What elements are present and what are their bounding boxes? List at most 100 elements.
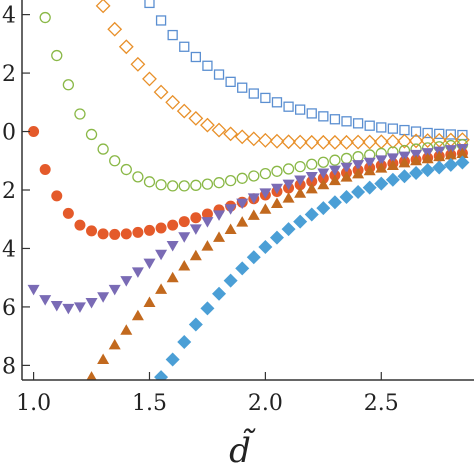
data-point — [248, 88, 259, 99]
data-point — [259, 203, 272, 214]
data-point — [131, 309, 144, 321]
data-point — [387, 123, 399, 134]
data-point — [352, 118, 364, 129]
data-point — [386, 153, 399, 164]
data-point — [259, 188, 272, 199]
data-point — [212, 286, 227, 301]
y-tick-label: 6 — [2, 296, 16, 321]
data-point — [95, 0, 111, 14]
y-tick-label: 4 — [2, 4, 16, 29]
data-point — [386, 159, 399, 170]
data-point — [165, 352, 180, 367]
data-point — [328, 165, 341, 177]
data-point — [340, 171, 353, 182]
data-point — [225, 76, 236, 87]
data-point — [444, 148, 457, 160]
data-point — [340, 152, 353, 165]
data-point — [329, 114, 341, 125]
data-point — [39, 164, 51, 176]
data-point — [143, 224, 155, 236]
x-tick-label: 2.0 — [248, 391, 283, 416]
data-point — [397, 169, 412, 184]
data-point — [190, 212, 202, 224]
data-point — [86, 371, 97, 380]
data-point — [108, 338, 121, 350]
data-point — [455, 155, 470, 170]
data-point — [269, 133, 285, 149]
data-point — [397, 133, 412, 149]
data-point — [167, 180, 179, 192]
data-point — [327, 195, 342, 210]
data-point — [153, 84, 169, 100]
data-point — [165, 94, 181, 110]
data-point — [306, 108, 317, 119]
data-point — [247, 209, 260, 220]
data-point — [362, 134, 378, 150]
data-point — [317, 178, 330, 190]
x-tick-label: 1.5 — [132, 391, 167, 416]
data-point — [398, 156, 411, 168]
data-point — [167, 219, 179, 231]
data-point — [363, 164, 376, 176]
data-point — [339, 190, 354, 205]
data-point — [234, 129, 250, 145]
data-point — [200, 117, 215, 133]
data-point — [315, 134, 331, 150]
data-point — [97, 353, 110, 365]
data-point — [236, 172, 248, 184]
data-point — [176, 103, 192, 119]
data-point — [155, 249, 168, 261]
data-point — [97, 292, 110, 303]
data-point — [50, 300, 63, 312]
data-point — [213, 231, 226, 242]
data-point — [399, 124, 410, 136]
data-point — [178, 216, 190, 228]
data-point — [352, 160, 365, 171]
data-point — [340, 162, 353, 174]
data-point — [339, 134, 354, 150]
data-point — [224, 204, 237, 215]
data-point — [385, 172, 400, 187]
data-point — [292, 134, 308, 150]
data-point — [246, 250, 261, 265]
axis-ticks: 1.0 1.5 2.0 2.5 4 2 0 2 4 6 8 — [2, 4, 399, 416]
data-point — [317, 156, 329, 168]
data-point — [236, 198, 249, 210]
data-point — [270, 197, 283, 208]
data-point — [352, 167, 365, 179]
data-point — [131, 267, 144, 278]
data-point — [73, 302, 86, 313]
data-point — [271, 97, 283, 108]
data-point — [154, 370, 169, 380]
data-point — [420, 163, 435, 178]
data-point — [341, 116, 352, 127]
data-point — [282, 163, 295, 175]
data-point — [432, 160, 447, 175]
data-point — [258, 240, 273, 254]
data-point — [211, 122, 227, 138]
data-point — [51, 49, 63, 62]
data-point — [74, 108, 86, 120]
data-point — [213, 69, 225, 80]
y-tick-label: 2 — [2, 179, 16, 204]
data-point — [188, 317, 203, 332]
data-point — [224, 223, 237, 234]
y-tick-label: 2 — [2, 62, 16, 87]
data-point — [132, 226, 144, 238]
data-point — [316, 201, 331, 216]
data-point — [257, 132, 273, 148]
data-point — [178, 180, 190, 192]
data-point — [350, 134, 366, 150]
x-axis-title: d̃ — [229, 428, 256, 471]
data-point — [109, 155, 121, 167]
data-point — [189, 249, 202, 261]
data-point — [108, 284, 121, 296]
data-point — [213, 210, 226, 221]
data-point — [109, 228, 121, 240]
data-point — [51, 190, 63, 202]
data-point — [410, 154, 423, 166]
data-point — [132, 171, 144, 183]
data-point — [167, 29, 178, 41]
data-point — [223, 273, 238, 288]
